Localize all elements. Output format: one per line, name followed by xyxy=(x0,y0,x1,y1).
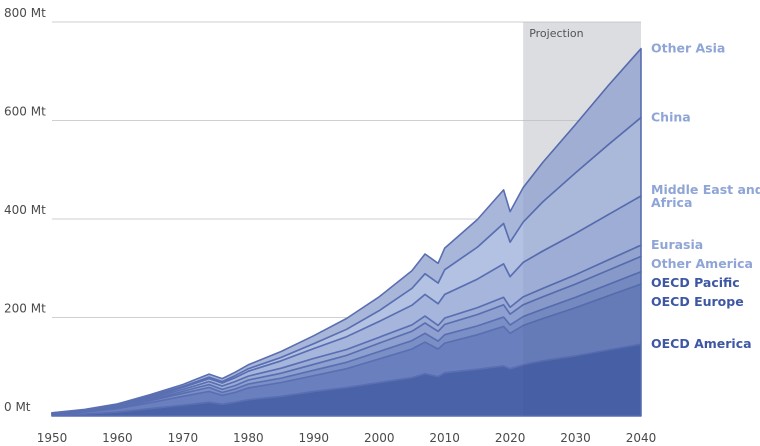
series-label-other-asia: Other Asia xyxy=(651,41,725,56)
x-tick-label: 2020 xyxy=(495,431,526,445)
area-other-asia xyxy=(51,47,642,414)
x-tick-label: 2030 xyxy=(560,431,591,445)
y-tick-label: 0 Mt xyxy=(4,400,31,414)
x-tick-label: 1960 xyxy=(102,431,133,445)
series-label-oecd-america: OECD America xyxy=(651,336,752,351)
projection-label: Projection xyxy=(529,27,583,40)
series-label-oecd-europe: OECD Europe xyxy=(651,294,744,309)
y-tick-label: 600 Mt xyxy=(4,105,46,119)
series-label-eurasia: Eurasia xyxy=(651,237,703,252)
y-tick-label: 400 Mt xyxy=(4,203,46,217)
series-label-china: China xyxy=(651,110,691,125)
projection-shade xyxy=(523,22,641,416)
x-tick-label: 1950 xyxy=(37,431,68,445)
series-label-middle-east-and-africa: Middle East and Africa xyxy=(651,182,760,210)
x-tick-label: 1980 xyxy=(233,431,264,445)
y-tick-label: 800 Mt xyxy=(4,6,46,20)
x-tick-label: 1970 xyxy=(168,431,199,445)
x-tick-label: 2010 xyxy=(429,431,460,445)
series-label-other-america: Other America xyxy=(651,256,753,271)
x-tick-label: 2000 xyxy=(364,431,395,445)
x-tick-label: 1990 xyxy=(299,431,330,445)
x-tick-label: 2040 xyxy=(626,431,657,445)
y-tick-label: 200 Mt xyxy=(4,302,46,316)
series-label-oecd-pacific: OECD Pacific xyxy=(651,275,740,290)
